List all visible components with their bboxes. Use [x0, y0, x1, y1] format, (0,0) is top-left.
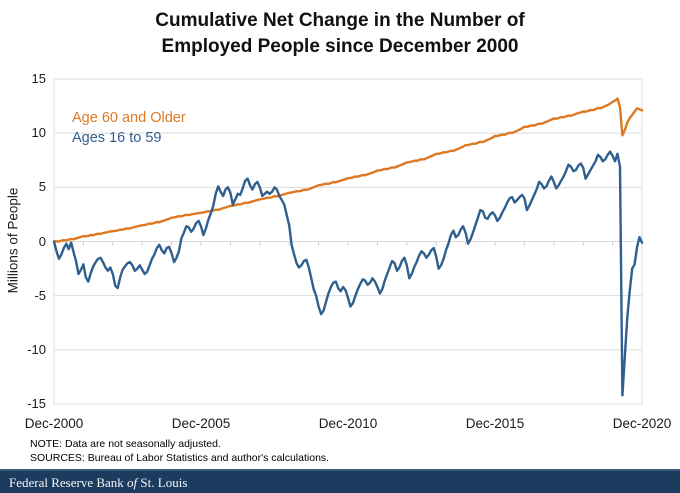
x-tick-label-Dec-2005: Dec-2005	[171, 416, 231, 431]
y-tick-label--15: -15	[27, 396, 46, 411]
chart-title: Cumulative Net Change in the Number of E…	[0, 8, 680, 60]
plot-area	[52, 78, 644, 405]
legend-ages-16-59: Ages 16 to 59	[72, 130, 162, 146]
x-tick-label-Dec-2020: Dec-2020	[612, 416, 672, 431]
sources-text: SOURCES: Bureau of Labor Statistics and …	[30, 452, 330, 464]
legend-age-60-older: Age 60 and Older	[72, 110, 186, 126]
x-tick-label-Dec-2015: Dec-2015	[465, 416, 525, 431]
y-tick-label--10: -10	[27, 341, 46, 357]
footer-brand-prefix: Federal Reserve Bank	[9, 475, 128, 490]
chart-title-line1: Cumulative Net Change in the Number of	[155, 10, 525, 31]
footer-brand-of: of	[127, 475, 138, 490]
footer-brand-suffix: St. Louis	[137, 475, 188, 490]
note-text: NOTE: Data are not seasonally adjusted.	[30, 438, 221, 450]
x-tick-label-Dec-2000: Dec-2000	[24, 416, 84, 431]
y-tick-label--5: -5	[34, 287, 46, 303]
y-tick-label-0: 0	[38, 233, 46, 249]
x-tick-label-Dec-2010: Dec-2010	[318, 416, 378, 431]
y-tick-label-10: 10	[31, 125, 46, 141]
y-tick-label-5: 5	[38, 179, 46, 195]
footer-bar: Federal Reserve Bank of St. Louis	[0, 469, 680, 493]
chart-title-line2: Employed People since December 2000	[161, 36, 519, 57]
series-line-1	[52, 150, 644, 397]
series-line-0	[52, 97, 644, 243]
y-tick-label-15: 15	[31, 71, 46, 86]
